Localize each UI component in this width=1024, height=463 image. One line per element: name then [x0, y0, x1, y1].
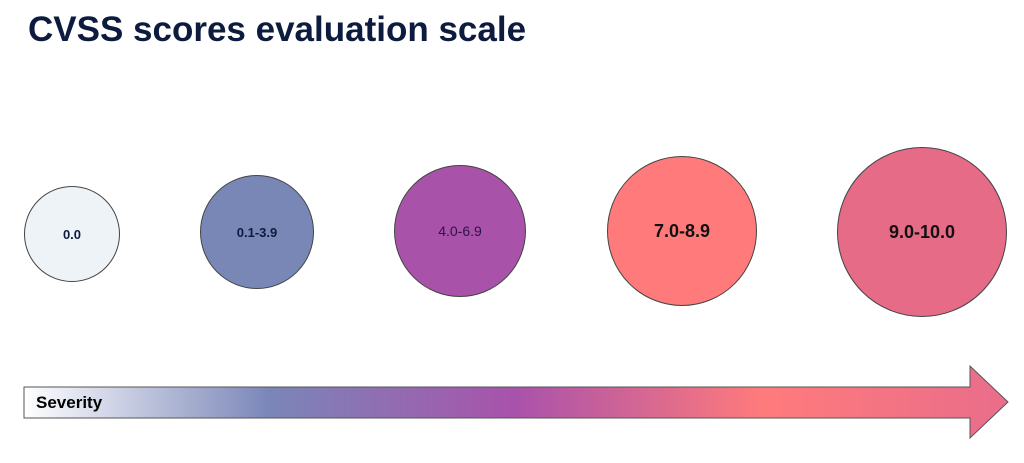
- severity-range-label: 4.0-6.9: [438, 223, 482, 239]
- severity-range-label: 9.0-10.0: [888, 221, 956, 242]
- severity-circle-medium: 4.0-6.9: [394, 165, 526, 297]
- severity-circle-none: 0.0: [24, 186, 120, 282]
- severity-circle-critical: 9.0-10.0: [837, 147, 1007, 317]
- severity-circle-high: 7.0-8.9: [607, 156, 757, 306]
- severity-circle-low: 0.1-3.9: [200, 175, 314, 289]
- severity-range-label: 0.0: [62, 226, 82, 242]
- page-title: CVSS scores evaluation scale: [28, 10, 527, 49]
- severity-range-label: 7.0-8.9: [653, 220, 711, 241]
- severity-arrow: [23, 364, 1009, 440]
- severity-arrow-shape: [23, 364, 1009, 440]
- severity-axis-label: Severity: [36, 393, 103, 412]
- severity-range-label: 0.1-3.9: [236, 224, 278, 240]
